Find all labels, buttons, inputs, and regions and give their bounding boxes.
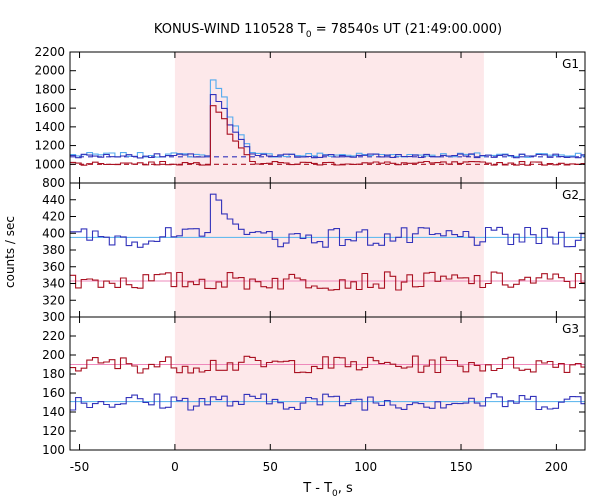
y-tick-label-G2: 300	[42, 310, 65, 324]
series-G2-b	[70, 271, 585, 291]
y-tick-label-G1: 1600	[34, 101, 65, 115]
y-tick-label-G3: 100	[42, 443, 65, 457]
panel-label-G3: G3	[562, 322, 579, 336]
panel-label-G1: G1	[562, 57, 579, 71]
y-tick-label-G1: 2000	[34, 64, 65, 78]
y-tick-label-G3: 120	[42, 424, 65, 438]
y-tick-label-G2: 340	[42, 277, 65, 291]
series-G1-b	[70, 105, 585, 166]
y-tick-label-G3: 200	[42, 348, 65, 362]
y-tick-label-G3: 140	[42, 405, 65, 419]
panel-frame-G3	[69, 316, 586, 451]
title-rest: = 78540s UT (21:49:00.000)	[312, 22, 502, 37]
y-tick-label-G2: 380	[42, 243, 65, 257]
series-G2-a	[70, 193, 585, 248]
y-tick-label-G1: 1200	[34, 139, 65, 153]
y-tick-label-G3: 160	[42, 386, 65, 400]
series-G1-a	[70, 94, 585, 159]
chart-title: KONUS-WIND 110528 T0 = 78540s UT (21:49:…	[154, 22, 502, 40]
x-tick-label: 50	[263, 460, 278, 474]
plot-area: 8001000120014001600180020002200G13003203…	[34, 45, 586, 474]
series-G3-b	[70, 355, 585, 374]
x-axis-label: T - T0, s	[302, 481, 353, 499]
xlabel-subscript: 0	[332, 489, 338, 499]
y-tick-label-G1: 1800	[34, 82, 65, 96]
y-tick-label-G2: 320	[42, 293, 65, 307]
y-tick-label-G3: 180	[42, 367, 65, 381]
y-tick-label-G1: 1400	[34, 120, 65, 134]
y-tick-label-G2: 420	[42, 210, 65, 224]
x-tick-label: 100	[354, 460, 377, 474]
y-tick-label-G1: 2200	[34, 45, 65, 59]
y-axis-label: counts / sec	[3, 216, 17, 288]
x-tick-label: -50	[70, 460, 90, 474]
xlabel-main: T - T	[302, 481, 332, 496]
y-tick-label-G1: 800	[42, 176, 65, 190]
y-tick-label-G2: 440	[42, 193, 65, 207]
title-main: KONUS-WIND 110528 T	[154, 22, 306, 37]
series-G3-a	[70, 393, 585, 411]
title-subscript: 0	[306, 30, 312, 40]
x-tick-label: 150	[450, 460, 473, 474]
xlabel-rest: , s	[338, 481, 353, 496]
y-tick-label-G2: 400	[42, 226, 65, 240]
x-tick-label: 200	[545, 460, 568, 474]
x-tick-label: 0	[171, 460, 179, 474]
panel-label-G2: G2	[562, 188, 579, 202]
y-tick-label-G2: 360	[42, 260, 65, 274]
y-tick-label-G1: 1000	[34, 157, 65, 171]
y-tick-label-G3: 220	[42, 329, 65, 343]
